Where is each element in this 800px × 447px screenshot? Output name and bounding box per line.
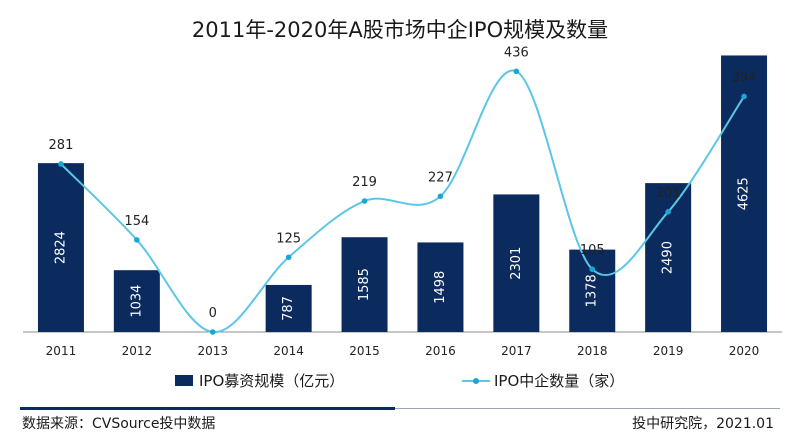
line-point-2017	[513, 68, 520, 75]
series-line-ipo-count	[60, 69, 745, 334]
line-point-2019	[665, 209, 671, 215]
line-point-2012	[134, 237, 140, 243]
legend-item-line: IPO中企数量（家）	[462, 370, 624, 391]
bar-value-label-2017: 2301	[509, 247, 524, 280]
line-swatch-icon	[462, 375, 490, 387]
bar-2015	[341, 237, 388, 332]
bar-2016	[417, 242, 464, 332]
count-value-label-2016: 227	[428, 170, 453, 185]
count-value-label-2013: 0	[209, 306, 217, 321]
line-point-2015	[361, 198, 368, 204]
bar-value-label-2012: 1034	[129, 285, 144, 318]
x-tick-label-2017: 2017	[501, 344, 532, 358]
source-note: 数据来源：CVSource投中数据	[22, 416, 216, 432]
count-value-label-2018: 105	[580, 243, 605, 258]
x-tick-label-2014: 2014	[273, 344, 304, 358]
line-point-2020	[741, 93, 747, 100]
line-point-2013	[209, 329, 216, 335]
x-tick-label-2019: 2019	[653, 344, 684, 358]
x-tick-label-2012: 2012	[122, 344, 153, 358]
line-point-2014	[285, 254, 292, 261]
bar-value-label-2018: 1378	[585, 274, 600, 307]
line-point-2011	[58, 161, 64, 167]
count-value-label-2014: 125	[276, 231, 301, 246]
legend-label-line: IPO中企数量（家）	[494, 372, 625, 390]
count-value-label-2015: 219	[352, 175, 377, 190]
bar-2017	[493, 194, 540, 332]
bar-value-label-2016: 1498	[433, 271, 448, 304]
x-tick-label-2013: 2013	[197, 344, 228, 358]
bar-2011	[37, 163, 84, 332]
bar-swatch-icon	[175, 375, 193, 386]
bar-value-label-2015: 1585	[357, 268, 372, 301]
x-tick-label-2018: 2018	[577, 344, 608, 358]
x-tick-label-2016: 2016	[425, 344, 456, 358]
line-point-2018	[589, 266, 596, 273]
x-tick-label-2015: 2015	[349, 344, 380, 358]
x-tick-label-2011: 2011	[46, 344, 77, 358]
bar-value-label-2019: 2490	[661, 241, 676, 274]
count-value-label-2020: 394	[732, 70, 757, 85]
line-point-2016	[437, 193, 444, 200]
bar-2019	[645, 183, 692, 332]
bar-2018	[569, 249, 616, 332]
count-value-label-2017: 436	[504, 45, 529, 60]
bar-value-label-2011: 2824	[53, 231, 68, 264]
chart-title: 2011年-2020年A股市场中企IPO规模及数量	[191, 18, 609, 42]
bar-value-label-2014: 787	[281, 296, 296, 321]
footer-accent-bar	[20, 407, 395, 410]
bar-2014	[265, 284, 312, 332]
legend-label-bar: IPO募资规模（亿元）	[199, 372, 345, 390]
legend-item-bar: IPO募资规模（亿元）	[175, 370, 344, 391]
footer-divider	[395, 408, 780, 409]
count-value-label-2011: 281	[49, 138, 74, 153]
x-tick-label-2020: 2020	[729, 344, 760, 358]
bar-2020	[721, 55, 768, 333]
publisher-note: 投中研究院，2021.01	[632, 416, 774, 432]
count-value-label-2019: 201	[656, 186, 681, 201]
bar-2012	[113, 270, 160, 332]
bar-value-label-2020: 4625	[737, 177, 752, 210]
count-value-label-2012: 154	[124, 214, 149, 229]
